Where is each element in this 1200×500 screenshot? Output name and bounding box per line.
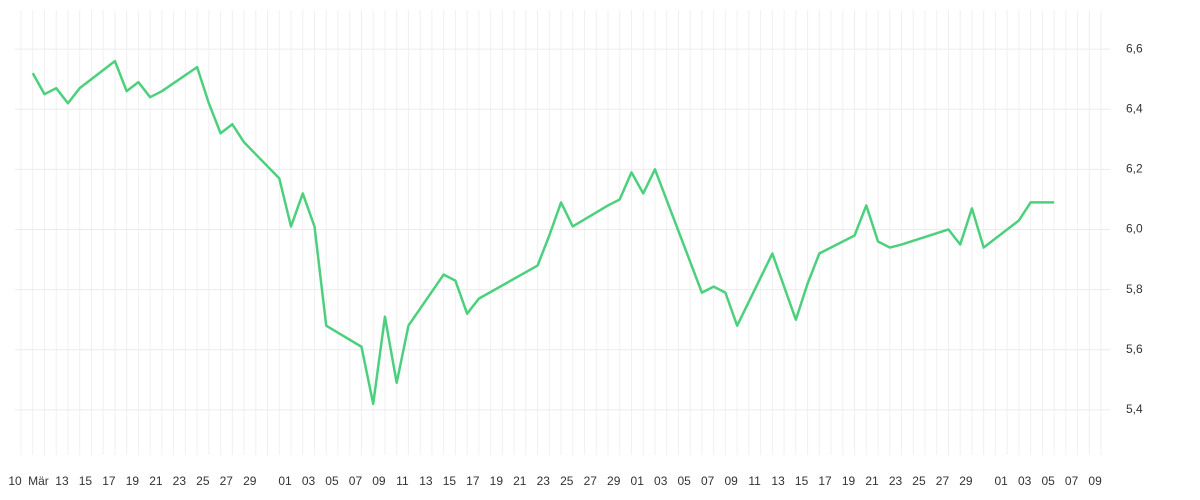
x-tick-label: 19 xyxy=(126,474,140,488)
x-tick-label: 23 xyxy=(537,474,551,488)
x-tick-label: 09 xyxy=(724,474,738,488)
x-tick-label: 27 xyxy=(936,474,950,488)
x-tick-label: 19 xyxy=(490,474,504,488)
x-tick-label: 29 xyxy=(607,474,621,488)
x-tick-label: 29 xyxy=(959,474,973,488)
y-tick-label: 6,4 xyxy=(1126,101,1143,115)
x-tick-label: 25 xyxy=(560,474,574,488)
y-tick-label: 6,2 xyxy=(1126,162,1143,176)
x-tick-label: 10 xyxy=(8,474,22,488)
x-tick-label: 15 xyxy=(795,474,809,488)
x-tick-label: 07 xyxy=(349,474,363,488)
x-tick-label: 29 xyxy=(243,474,257,488)
x-tick-label: 01 xyxy=(278,474,292,488)
x-tick-label: 05 xyxy=(1041,474,1055,488)
x-tick-label: 09 xyxy=(372,474,386,488)
x-tick-label: 13 xyxy=(771,474,785,488)
y-tick-label: 6,6 xyxy=(1126,41,1143,55)
x-tick-label: 17 xyxy=(466,474,480,488)
x-tick-label: 13 xyxy=(419,474,433,488)
x-tick-label: 11 xyxy=(748,474,761,488)
line xyxy=(31,59,1055,406)
x-tick-label: 11 xyxy=(396,474,409,488)
y-tick-label: 5,8 xyxy=(1126,282,1143,296)
x-tick-label: 01 xyxy=(631,474,645,488)
x-tick-label: 19 xyxy=(842,474,856,488)
x-tick-label: 17 xyxy=(818,474,832,488)
x-tick-label: 05 xyxy=(325,474,339,488)
x-tick-label: 25 xyxy=(912,474,926,488)
x-tick-label: Mär xyxy=(28,474,49,488)
x-tick-label: 15 xyxy=(79,474,93,488)
x-tick-label: 03 xyxy=(302,474,316,488)
x-tick-label: 13 xyxy=(55,474,69,488)
y-tick-label: 6,0 xyxy=(1126,222,1143,236)
x-tick-label: 09 xyxy=(1088,474,1102,488)
x-tick-label: 21 xyxy=(149,474,163,488)
x-tick-label: 01 xyxy=(994,474,1008,488)
x-tick-label: 27 xyxy=(584,474,598,488)
x-tick-label: 15 xyxy=(443,474,457,488)
x-tick-label: 27 xyxy=(220,474,234,488)
y-tick-label: 5,6 xyxy=(1126,342,1143,356)
x-tick-label: 05 xyxy=(678,474,692,488)
x-tick-label: 21 xyxy=(513,474,527,488)
x-tick-label: 07 xyxy=(1065,474,1079,488)
x-tick-label: 23 xyxy=(173,474,187,488)
x-tick-label: 07 xyxy=(701,474,715,488)
x-tick-label: 03 xyxy=(1018,474,1032,488)
x-tick-label: 25 xyxy=(196,474,210,488)
x-tick-label: 23 xyxy=(889,474,903,488)
x-tick-label: 03 xyxy=(654,474,668,488)
y-tick-label: 5,4 xyxy=(1126,402,1143,416)
x-tick-label: 17 xyxy=(102,474,116,488)
x-tick-label: 21 xyxy=(865,474,879,488)
